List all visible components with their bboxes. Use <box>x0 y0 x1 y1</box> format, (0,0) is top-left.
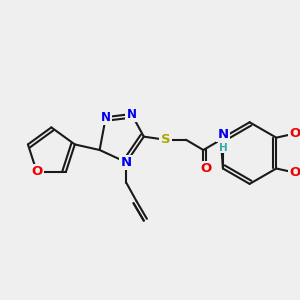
Text: S: S <box>160 133 170 146</box>
Text: N: N <box>121 156 132 169</box>
Text: O: O <box>289 166 300 179</box>
Text: O: O <box>201 162 212 175</box>
Text: O: O <box>289 127 300 140</box>
Text: N: N <box>127 107 136 121</box>
Text: N: N <box>101 111 111 124</box>
Text: H: H <box>218 143 227 153</box>
Text: N: N <box>217 128 229 141</box>
Text: O: O <box>31 166 43 178</box>
